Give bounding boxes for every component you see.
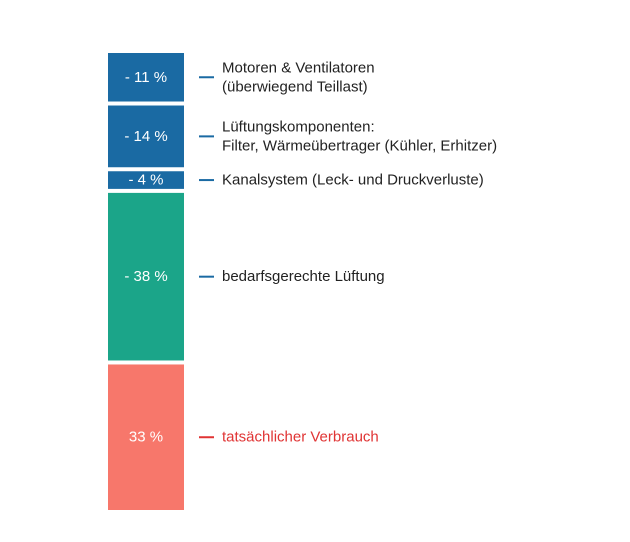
- segment-value-label: - 4 %: [128, 172, 163, 189]
- segment-value-label: - 11 %: [125, 69, 167, 86]
- legend-text: Motoren & Ventilatoren: [222, 59, 375, 76]
- legend-text: tatsächlicher Verbrauch: [222, 429, 379, 446]
- segment-labels: - 11 % - 14 % - 4 % - 38 % 33 %: [124, 69, 167, 446]
- bar-segment: [108, 171, 184, 189]
- bar-segment: [108, 53, 184, 102]
- bar-segment: [108, 105, 184, 168]
- legend-text: Filter, Wärmeübertrager (Kühler, Erhitze…: [222, 137, 497, 154]
- bar-segments: [108, 53, 184, 510]
- legend-text: bedarfsgerechte Lüftung: [222, 268, 385, 285]
- bar-segment: [108, 364, 184, 510]
- legend-text: Lüftungskomponenten:: [222, 118, 375, 135]
- segment-value-label: - 14 %: [124, 128, 167, 145]
- legend-text: (überwiegend Teillast): [222, 78, 368, 95]
- legend-text: Kanalsystem (Leck- und Druckverluste): [222, 172, 484, 189]
- bar-segment: [108, 192, 184, 361]
- segment-value-label: 33 %: [129, 429, 163, 446]
- segment-value-label: - 38 %: [124, 268, 167, 285]
- legend-entries: Motoren & Ventilatoren (überwiegend Teill…: [199, 59, 497, 446]
